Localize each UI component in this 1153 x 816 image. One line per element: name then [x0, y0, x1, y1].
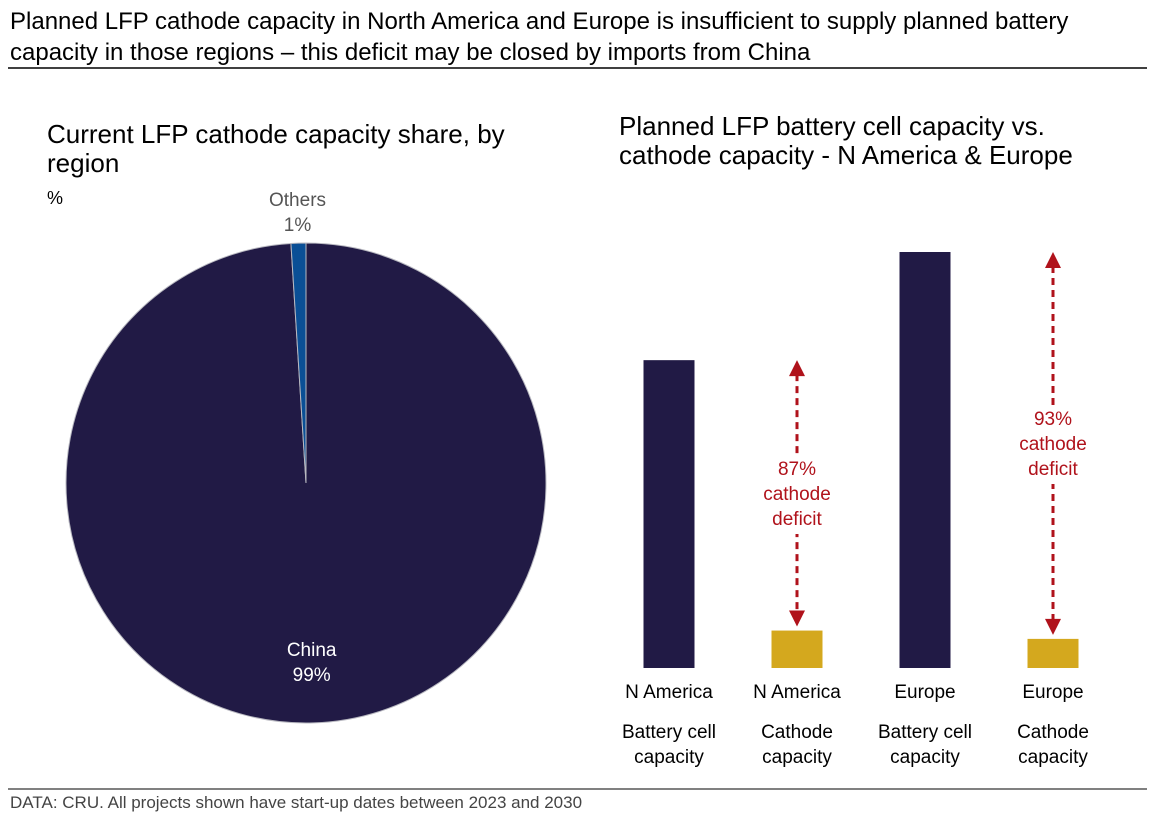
x-sub-label: Cathode capacity	[1017, 722, 1089, 768]
chart-title: Planned LFP battery cell capacity vs. ca…	[619, 111, 1073, 170]
arrow-head	[1045, 618, 1061, 635]
bar	[1027, 638, 1079, 668]
deficit-label: 93% cathode deficit	[1008, 405, 1098, 485]
deficit-label: 87% cathode deficit	[752, 455, 842, 535]
slice-label: China 99%	[252, 638, 372, 688]
x-tick-label: Europe	[894, 682, 956, 703]
slice-value: 1%	[283, 215, 312, 237]
x-tick-label: N America	[625, 682, 713, 703]
arrow-head	[1045, 252, 1061, 268]
chart-subtitle: %	[47, 188, 64, 208]
arrow-head	[789, 610, 805, 627]
source: DATA: CRU. All projects shown have start…	[10, 793, 583, 812]
x-sub-label: Cathode capacity	[761, 722, 833, 768]
slice-name: China	[286, 639, 337, 661]
slice-label: Others 1%	[238, 188, 358, 238]
pie-slice	[290, 242, 307, 484]
bar	[643, 360, 695, 668]
slice-value: 99%	[292, 664, 331, 686]
slice-name: Others	[269, 190, 327, 212]
x-sub-label: Battery cell capacity	[622, 722, 716, 768]
x-tick-label: N America	[753, 682, 841, 703]
bar	[771, 630, 823, 668]
x-tick-label: Europe	[1022, 682, 1084, 703]
page-title: Planned LFP cathode capacity in North Am…	[10, 8, 1069, 66]
bar	[899, 252, 951, 668]
x-sub-label: Battery cell capacity	[878, 722, 972, 768]
arrow-head	[789, 360, 805, 377]
chart-title: Current LFP cathode capacity share, by r…	[47, 119, 505, 178]
